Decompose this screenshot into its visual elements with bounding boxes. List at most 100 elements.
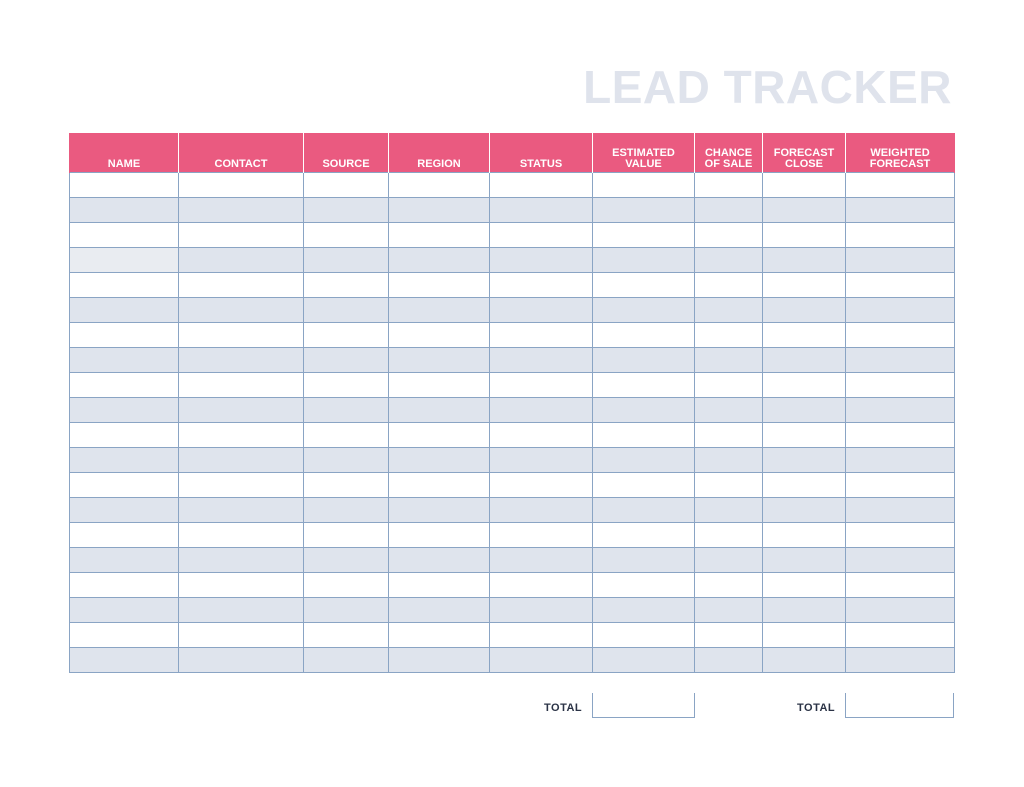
cell-status[interactable]: [489, 447, 593, 473]
cell-source[interactable]: [303, 522, 389, 548]
cell-estimated-value[interactable]: [592, 647, 695, 673]
cell-forecast-close[interactable]: [762, 297, 846, 323]
cell-chance-of-sale[interactable]: [694, 322, 763, 348]
cell-source[interactable]: [303, 547, 389, 573]
cell-estimated-value[interactable]: [592, 322, 695, 348]
cell-source[interactable]: [303, 372, 389, 398]
cell-estimated-value[interactable]: [592, 397, 695, 423]
cell-name[interactable]: [69, 647, 179, 673]
cell-source[interactable]: [303, 297, 389, 323]
cell-status[interactable]: [489, 572, 593, 598]
cell-region[interactable]: [388, 497, 490, 523]
cell-source[interactable]: [303, 572, 389, 598]
cell-contact[interactable]: [178, 197, 304, 223]
cell-weighted-forecast[interactable]: [845, 597, 955, 623]
cell-estimated-value[interactable]: [592, 272, 695, 298]
cell-contact[interactable]: [178, 522, 304, 548]
cell-source[interactable]: [303, 197, 389, 223]
cell-weighted-forecast[interactable]: [845, 172, 955, 198]
cell-name[interactable]: [69, 547, 179, 573]
cell-contact[interactable]: [178, 397, 304, 423]
cell-estimated-value[interactable]: [592, 572, 695, 598]
cell-contact[interactable]: [178, 222, 304, 248]
cell-status[interactable]: [489, 497, 593, 523]
cell-weighted-forecast[interactable]: [845, 297, 955, 323]
weighted-forecast-total-field[interactable]: [845, 693, 954, 718]
cell-name[interactable]: [69, 297, 179, 323]
cell-contact[interactable]: [178, 347, 304, 373]
cell-contact[interactable]: [178, 497, 304, 523]
cell-chance-of-sale[interactable]: [694, 647, 763, 673]
cell-weighted-forecast[interactable]: [845, 372, 955, 398]
cell-chance-of-sale[interactable]: [694, 347, 763, 373]
cell-forecast-close[interactable]: [762, 372, 846, 398]
cell-estimated-value[interactable]: [592, 472, 695, 498]
cell-region[interactable]: [388, 297, 490, 323]
cell-status[interactable]: [489, 622, 593, 648]
cell-chance-of-sale[interactable]: [694, 497, 763, 523]
cell-contact[interactable]: [178, 172, 304, 198]
cell-weighted-forecast[interactable]: [845, 622, 955, 648]
cell-estimated-value[interactable]: [592, 247, 695, 273]
cell-chance-of-sale[interactable]: [694, 622, 763, 648]
cell-region[interactable]: [388, 197, 490, 223]
cell-name[interactable]: [69, 197, 179, 223]
cell-source[interactable]: [303, 597, 389, 623]
cell-region[interactable]: [388, 522, 490, 548]
cell-forecast-close[interactable]: [762, 572, 846, 598]
cell-status[interactable]: [489, 647, 593, 673]
cell-estimated-value[interactable]: [592, 422, 695, 448]
cell-name[interactable]: [69, 397, 179, 423]
cell-name[interactable]: [69, 597, 179, 623]
cell-estimated-value[interactable]: [592, 547, 695, 573]
cell-contact[interactable]: [178, 372, 304, 398]
cell-status[interactable]: [489, 422, 593, 448]
cell-status[interactable]: [489, 197, 593, 223]
cell-status[interactable]: [489, 297, 593, 323]
cell-forecast-close[interactable]: [762, 522, 846, 548]
cell-name[interactable]: [69, 622, 179, 648]
cell-chance-of-sale[interactable]: [694, 372, 763, 398]
cell-forecast-close[interactable]: [762, 397, 846, 423]
cell-weighted-forecast[interactable]: [845, 247, 955, 273]
cell-estimated-value[interactable]: [592, 172, 695, 198]
cell-region[interactable]: [388, 647, 490, 673]
cell-forecast-close[interactable]: [762, 447, 846, 473]
cell-name[interactable]: [69, 572, 179, 598]
cell-estimated-value[interactable]: [592, 372, 695, 398]
cell-region[interactable]: [388, 472, 490, 498]
cell-estimated-value[interactable]: [592, 522, 695, 548]
cell-contact[interactable]: [178, 647, 304, 673]
cell-estimated-value[interactable]: [592, 222, 695, 248]
cell-name[interactable]: [69, 272, 179, 298]
cell-region[interactable]: [388, 397, 490, 423]
cell-weighted-forecast[interactable]: [845, 472, 955, 498]
cell-region[interactable]: [388, 247, 490, 273]
cell-name[interactable]: [69, 522, 179, 548]
cell-status[interactable]: [489, 247, 593, 273]
cell-region[interactable]: [388, 572, 490, 598]
cell-name[interactable]: [69, 222, 179, 248]
cell-forecast-close[interactable]: [762, 472, 846, 498]
cell-status[interactable]: [489, 472, 593, 498]
cell-name[interactable]: [69, 497, 179, 523]
cell-name[interactable]: [69, 247, 179, 273]
cell-status[interactable]: [489, 272, 593, 298]
cell-contact[interactable]: [178, 322, 304, 348]
cell-status[interactable]: [489, 397, 593, 423]
cell-weighted-forecast[interactable]: [845, 422, 955, 448]
cell-region[interactable]: [388, 622, 490, 648]
cell-weighted-forecast[interactable]: [845, 572, 955, 598]
cell-contact[interactable]: [178, 472, 304, 498]
cell-contact[interactable]: [178, 297, 304, 323]
cell-contact[interactable]: [178, 272, 304, 298]
cell-chance-of-sale[interactable]: [694, 297, 763, 323]
cell-chance-of-sale[interactable]: [694, 597, 763, 623]
estimated-value-total-field[interactable]: [592, 693, 695, 718]
cell-chance-of-sale[interactable]: [694, 572, 763, 598]
cell-status[interactable]: [489, 547, 593, 573]
cell-region[interactable]: [388, 422, 490, 448]
cell-forecast-close[interactable]: [762, 647, 846, 673]
cell-name[interactable]: [69, 172, 179, 198]
cell-weighted-forecast[interactable]: [845, 397, 955, 423]
